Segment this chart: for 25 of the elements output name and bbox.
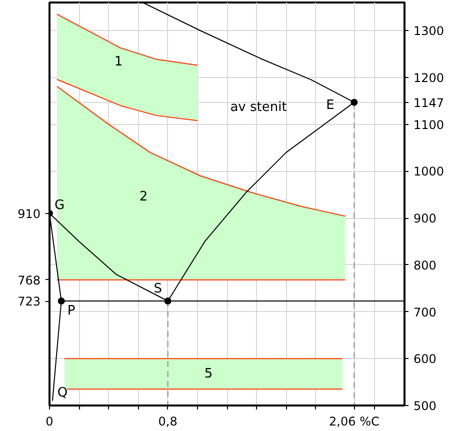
annotation: P	[67, 304, 76, 318]
y-tick-label: 723	[18, 294, 40, 308]
annotation: Q	[57, 385, 68, 400]
y2-tick-label: 500	[414, 399, 436, 413]
y2-tick-label: 1000	[414, 164, 444, 179]
annotation: E	[326, 98, 334, 113]
y2-tick-label: 800	[414, 258, 436, 272]
annotation: S	[154, 282, 162, 296]
y2-tick-label: 1100	[414, 118, 444, 132]
annotation: 5	[204, 366, 213, 382]
annotation: G	[54, 198, 65, 213]
annotation: 2	[139, 190, 148, 204]
annotation: 1	[114, 54, 123, 70]
y-tick-label: 910	[18, 206, 40, 221]
y2-tick-label: 1200	[414, 70, 444, 85]
y2-tick-label: 600	[414, 352, 436, 366]
x-tick-label: 0,8	[158, 414, 178, 428]
y2-tick-label: 1300	[414, 24, 444, 38]
y-tick-label: 768	[18, 273, 40, 288]
y2-tick-label: 700	[414, 305, 436, 320]
x-tick-label: 0	[46, 414, 54, 428]
y2-tick-label: 1147	[414, 96, 444, 110]
x-tick-label: 2,06 %C	[329, 414, 380, 428]
y2-tick-label: 900	[414, 212, 436, 226]
annotation: av stenit	[230, 100, 287, 115]
